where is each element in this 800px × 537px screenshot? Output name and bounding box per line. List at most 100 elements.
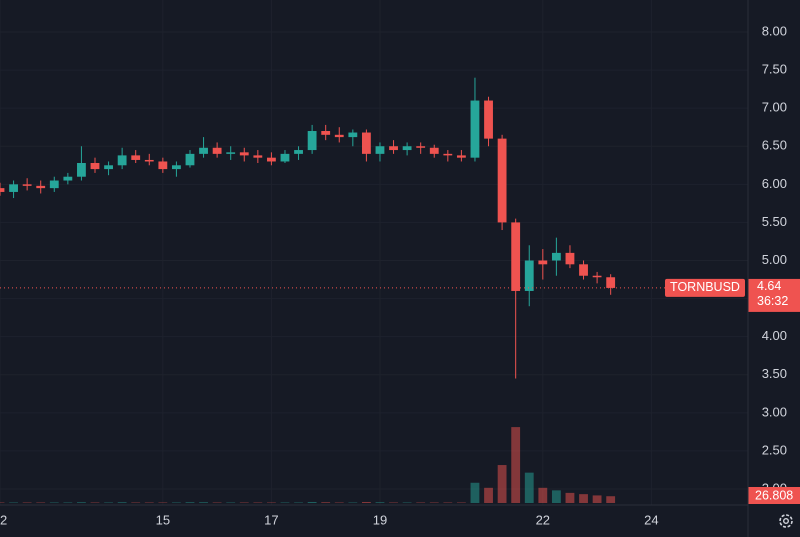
volume-bar <box>294 502 303 503</box>
volume-bar <box>402 502 412 503</box>
countdown-label: 36:32 <box>757 294 788 308</box>
candle-body <box>456 155 466 158</box>
candle-body <box>416 146 426 148</box>
volume-bar <box>443 502 453 503</box>
candle-body <box>497 138 507 223</box>
volume-bar <box>158 502 168 503</box>
x-tick-label: 22 <box>536 512 550 527</box>
candle-body <box>0 188 5 192</box>
candle-body <box>321 131 331 135</box>
volume-bar <box>117 502 127 503</box>
volume-bar <box>77 502 86 503</box>
volume-bar <box>253 502 263 503</box>
symbol-label: TORNBUSD <box>670 280 740 294</box>
candle-body <box>511 222 521 291</box>
volume-bar <box>416 502 426 503</box>
volume-bar <box>280 502 290 503</box>
x-tick-label: 19 <box>373 512 387 527</box>
candle-body <box>77 163 86 177</box>
volume-bar <box>321 502 331 503</box>
y-tick-label: 7.00 <box>762 100 787 115</box>
candle-body <box>484 100 493 139</box>
candle-body <box>579 264 588 276</box>
y-tick-label: 3.00 <box>762 404 787 419</box>
volume-bar <box>565 492 575 503</box>
volume-bar <box>524 472 534 503</box>
candle-body <box>375 146 385 154</box>
candle-body <box>538 260 548 265</box>
candle-body <box>361 132 371 154</box>
last-price-label: 4.64 <box>757 279 781 293</box>
candle-body <box>470 100 480 158</box>
candle-body <box>551 252 561 261</box>
volume-bar <box>606 496 616 503</box>
volume-bar <box>90 502 100 503</box>
volume-bar <box>212 502 222 503</box>
y-tick-label: 2.50 <box>762 442 787 457</box>
candle-body <box>266 157 276 162</box>
volume-bar <box>22 502 32 503</box>
candle-body <box>144 159 154 162</box>
volume-bar <box>185 502 195 503</box>
candle-body <box>49 180 59 189</box>
y-tick-label: 6.00 <box>762 176 787 191</box>
y-tick-label: 6.50 <box>762 138 787 153</box>
volume-bar <box>456 502 466 503</box>
volume-bar <box>497 465 507 503</box>
candle-body <box>294 150 303 154</box>
volume-bar <box>538 487 548 503</box>
price-box <box>748 278 800 312</box>
volume-bar <box>592 495 602 503</box>
volume-bar <box>199 502 208 503</box>
volume-bar <box>334 502 344 503</box>
candle-body <box>253 155 263 158</box>
y-tick-label: 7.50 <box>762 62 787 77</box>
volume-bar <box>266 502 276 503</box>
volume-bar <box>579 494 588 503</box>
y-tick-label: 5.00 <box>762 252 787 267</box>
symbol-box <box>665 278 745 297</box>
volume-bar <box>144 502 154 503</box>
candle-body <box>63 176 73 181</box>
candle-body <box>389 146 398 151</box>
volume-bar <box>307 501 317 503</box>
y-tick-label: 4.00 <box>762 328 787 343</box>
candle-body <box>307 131 317 151</box>
candle-body <box>239 152 249 156</box>
volume-bar <box>104 502 113 503</box>
volume-bar <box>429 502 439 503</box>
x-tick-label: 24 <box>644 512 658 527</box>
candle-body <box>443 153 453 156</box>
volume-bar <box>470 482 480 503</box>
volume-bar <box>348 502 358 503</box>
candle-body <box>158 161 168 170</box>
volume-bar <box>511 427 521 503</box>
candle-body <box>348 132 358 138</box>
candle-body <box>185 153 195 166</box>
candle-body <box>131 155 141 160</box>
x-tick-label: 12 <box>0 512 7 527</box>
candle-body <box>592 275 602 278</box>
volume-bar <box>226 502 236 503</box>
candle-body <box>199 147 208 154</box>
y-tick-label: 3.50 <box>762 366 787 381</box>
volume-bar <box>239 502 249 503</box>
volume-bar <box>172 502 181 503</box>
y-tick-label: 8.00 <box>762 23 787 38</box>
volume-bar <box>484 487 493 503</box>
settings-icon[interactable] <box>779 514 793 528</box>
candle-body <box>117 155 127 166</box>
x-tick-label: 17 <box>264 512 278 527</box>
candle-body <box>280 153 290 162</box>
gear-hub <box>783 518 789 524</box>
candle-body <box>172 165 181 170</box>
candle-body <box>90 163 100 170</box>
candle-body <box>104 165 113 170</box>
gear <box>779 514 793 528</box>
volume-bar <box>9 502 18 503</box>
volume-bar <box>551 490 561 503</box>
volume-bar <box>375 502 385 503</box>
